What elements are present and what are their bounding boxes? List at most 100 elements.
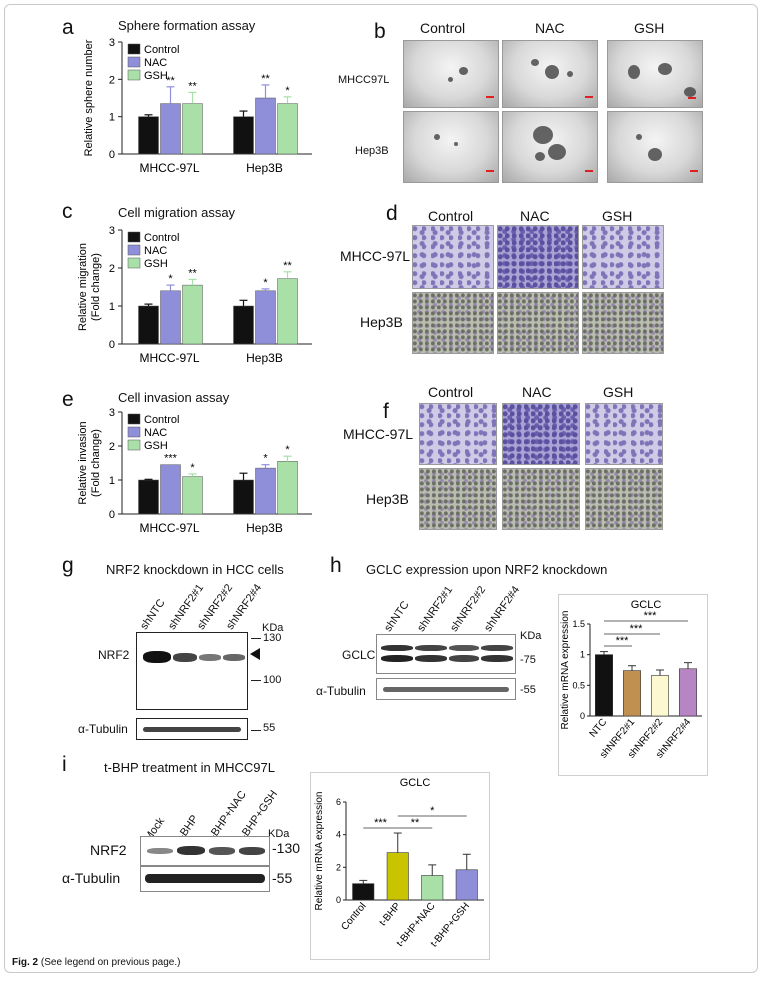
legend-label: Control: [144, 414, 179, 426]
protein-label-gclc-h: GCLC: [342, 648, 376, 662]
y-tick-label: 3: [109, 407, 115, 419]
significance-marker: **: [261, 73, 270, 85]
x-category-label: MHCC-97L: [139, 351, 199, 365]
significance-marker: *: [430, 805, 435, 817]
bar: [160, 103, 181, 155]
protein-label-tubulin-g: α-Tubulin: [78, 722, 128, 736]
y-tick-label: 0: [109, 339, 115, 351]
y-axis-label: Relative invasion(Fold change): [78, 421, 102, 504]
y-tick-label: 2: [109, 263, 115, 275]
y-tick-label: 1: [580, 650, 585, 660]
x-category-label: MHCC-97L: [139, 161, 199, 175]
panel-title-h: GCLC expression upon NRF2 knockdown: [366, 562, 608, 577]
col-label-gsh-f: GSH: [603, 384, 634, 400]
bar: [233, 479, 254, 515]
mw-55-h: -55: [520, 684, 536, 696]
migration-image-mhcc97l-gsh: [582, 225, 664, 289]
y-tick-label: 0: [336, 895, 341, 905]
col-label-nac-b: NAC: [535, 20, 565, 36]
panel-title-a: Sphere formation assay: [118, 18, 256, 33]
y-tick-label: 0: [109, 149, 115, 161]
y-axis-label: Relative migration(Fold change): [78, 243, 102, 331]
significance-marker: *: [190, 462, 195, 474]
significance-marker: *: [263, 277, 268, 289]
sphere-image-hep3b-gsh: [607, 111, 703, 183]
panel-title-g: NRF2 knockdown in HCC cells: [106, 562, 284, 577]
legend-label: GSH: [144, 70, 168, 82]
bar: [277, 461, 298, 515]
panel-label-i: i: [62, 753, 67, 776]
protein-label-tubulin-i: α-Tubulin: [62, 870, 121, 886]
significance-marker: ***: [644, 610, 658, 622]
row-label-mhcc97l-f: MHCC-97L: [343, 426, 414, 442]
bar: [623, 670, 641, 717]
sphere-image-mhcc97l-gsh: [607, 40, 703, 108]
figure-caption-text: (See legend on previous page.): [40, 957, 181, 968]
chart-cell-invasion: 0 1 2 3 Relative invasion(Fold change) MHCC-9…: [78, 407, 312, 535]
mw-130-g: 130: [263, 632, 282, 644]
col-label-control-d: Control: [428, 208, 474, 224]
x-category-label: Control: [339, 901, 368, 933]
bar: [138, 305, 159, 345]
y-axis-label-line: Relative invasion: [78, 421, 89, 504]
mw-100-g: 100: [263, 674, 282, 686]
significance-marker: ***: [164, 453, 178, 465]
y-axis-label-line: (Fold change): [90, 429, 102, 497]
panel-title-c: Cell migration assay: [118, 205, 236, 220]
y-tick-label: 3: [109, 225, 115, 237]
significance-marker: ***: [374, 817, 388, 829]
x-category-label: Hep3B: [246, 161, 283, 175]
legend-label: NAC: [144, 245, 167, 257]
panel-label-c: c: [62, 200, 73, 223]
chart-title: GCLC: [400, 777, 431, 789]
protein-label-tubulin-h: α-Tubulin: [316, 684, 366, 698]
western-blot-tubulin-i: [140, 866, 270, 892]
significance-marker: ***: [630, 623, 644, 635]
kda-label-g: KDa: [262, 622, 284, 634]
bar: [233, 116, 254, 155]
western-blot-tubulin-g: [136, 718, 248, 740]
row-label-hep3b-f: Hep3B: [366, 491, 409, 507]
western-blot-gclc-h: [376, 634, 516, 674]
legend-swatch: [127, 231, 141, 243]
col-label-control-f: Control: [428, 384, 474, 400]
protein-label-nrf2-g: NRF2: [98, 648, 130, 662]
col-label-nac-f: NAC: [522, 384, 552, 400]
bar: [277, 103, 298, 155]
legend-swatch: [127, 257, 141, 269]
bar: [233, 305, 254, 345]
sphere-image-mhcc97l-control: [403, 40, 499, 108]
legend-label: NAC: [144, 57, 167, 69]
chart-sphere-formation: 0 1 2 3 Relative sphere number MHCC-97L ** ** He…: [83, 37, 312, 175]
y-tick-label: 2: [336, 862, 341, 872]
kda-label-i: KDa: [268, 828, 290, 840]
figure-frame: [4, 4, 758, 973]
chart-gclc-tbhp: GCLC 0 2 4 6 Relative mRNA expression Control t…: [310, 772, 490, 960]
y-axis-label-line: Relative migration: [78, 243, 89, 331]
y-tick-label: 2: [109, 74, 115, 86]
panel-label-h: h: [330, 554, 342, 577]
chart-border: [310, 772, 490, 960]
legend-label: GSH: [144, 440, 168, 452]
figure-caption: Fig. 2 (See legend on previous page.): [12, 957, 180, 968]
row-label-hep3b-d: Hep3B: [360, 314, 403, 330]
row-label-hep3b-b: Hep3B: [355, 145, 389, 157]
chart-title: GCLC: [631, 599, 662, 611]
y-tick-label: 3: [109, 37, 115, 49]
bar: [421, 875, 444, 901]
bar: [352, 883, 375, 901]
migration-image-hep3b-control: [412, 292, 494, 354]
y-tick-label: 1: [109, 301, 115, 313]
invasion-image-hep3b-control: [419, 468, 497, 530]
legend-swatch: [127, 56, 141, 68]
y-tick-label: 1.5: [572, 619, 585, 629]
legend-label: Control: [144, 44, 179, 56]
invasion-image-mhcc97l-control: [419, 403, 497, 465]
western-blot-nrf2-g: [136, 632, 248, 710]
mw-75-h: -75: [520, 654, 536, 666]
x-category-label: t-BHP: [377, 901, 403, 929]
legend-label: Control: [144, 232, 179, 244]
y-axis-label-line: (Fold change): [90, 253, 102, 321]
bar: [651, 675, 669, 717]
bar: [455, 869, 478, 901]
